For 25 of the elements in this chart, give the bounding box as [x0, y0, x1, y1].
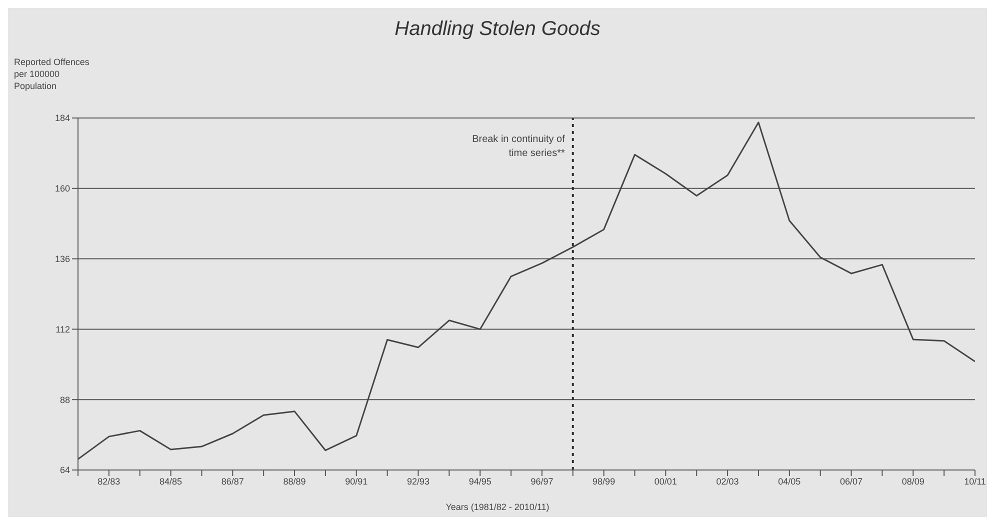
y-tick-label: 112 — [56, 324, 70, 334]
x-tick-label: 90/91 — [345, 476, 368, 486]
x-tick-label: 98/99 — [592, 476, 616, 486]
y-tick-label: 184 — [54, 113, 70, 124]
x-tick-label: 00/01 — [654, 476, 677, 486]
annotation: Break in continuity of time series** — [472, 134, 566, 159]
x-tick-label: 10/11 — [964, 476, 986, 486]
x-tick-label: 06/07 — [840, 476, 863, 486]
y-tick-label: 88 — [60, 394, 70, 405]
chart-title: Handling Stolen Goods — [394, 18, 602, 41]
x-tick-label: 86/87 — [221, 476, 244, 486]
y-tick-label: 64 — [60, 465, 70, 476]
x-tick-label: 92/93 — [406, 476, 430, 486]
y-tick-label: 160 — [54, 184, 70, 194]
x-axis-title: Years (1981/82 - 2010/11) — [444, 502, 550, 512]
y-tick-label: 136 — [54, 254, 70, 264]
x-tick-label: 84/85 — [160, 476, 182, 486]
x-tick-label: 02/03 — [716, 476, 739, 486]
x-tick-label: 88/89 — [283, 476, 306, 486]
x-tick-label: 96/97 — [530, 476, 554, 486]
x-tick-label: 94/95 — [468, 476, 492, 486]
x-tick-label: 82/83 — [98, 476, 120, 486]
x-tick-label: 08/09 — [902, 476, 924, 486]
x-tick-label: 04/05 — [778, 476, 801, 486]
y-axis-title: Reported Offences per 100000 Population — [14, 56, 90, 92]
